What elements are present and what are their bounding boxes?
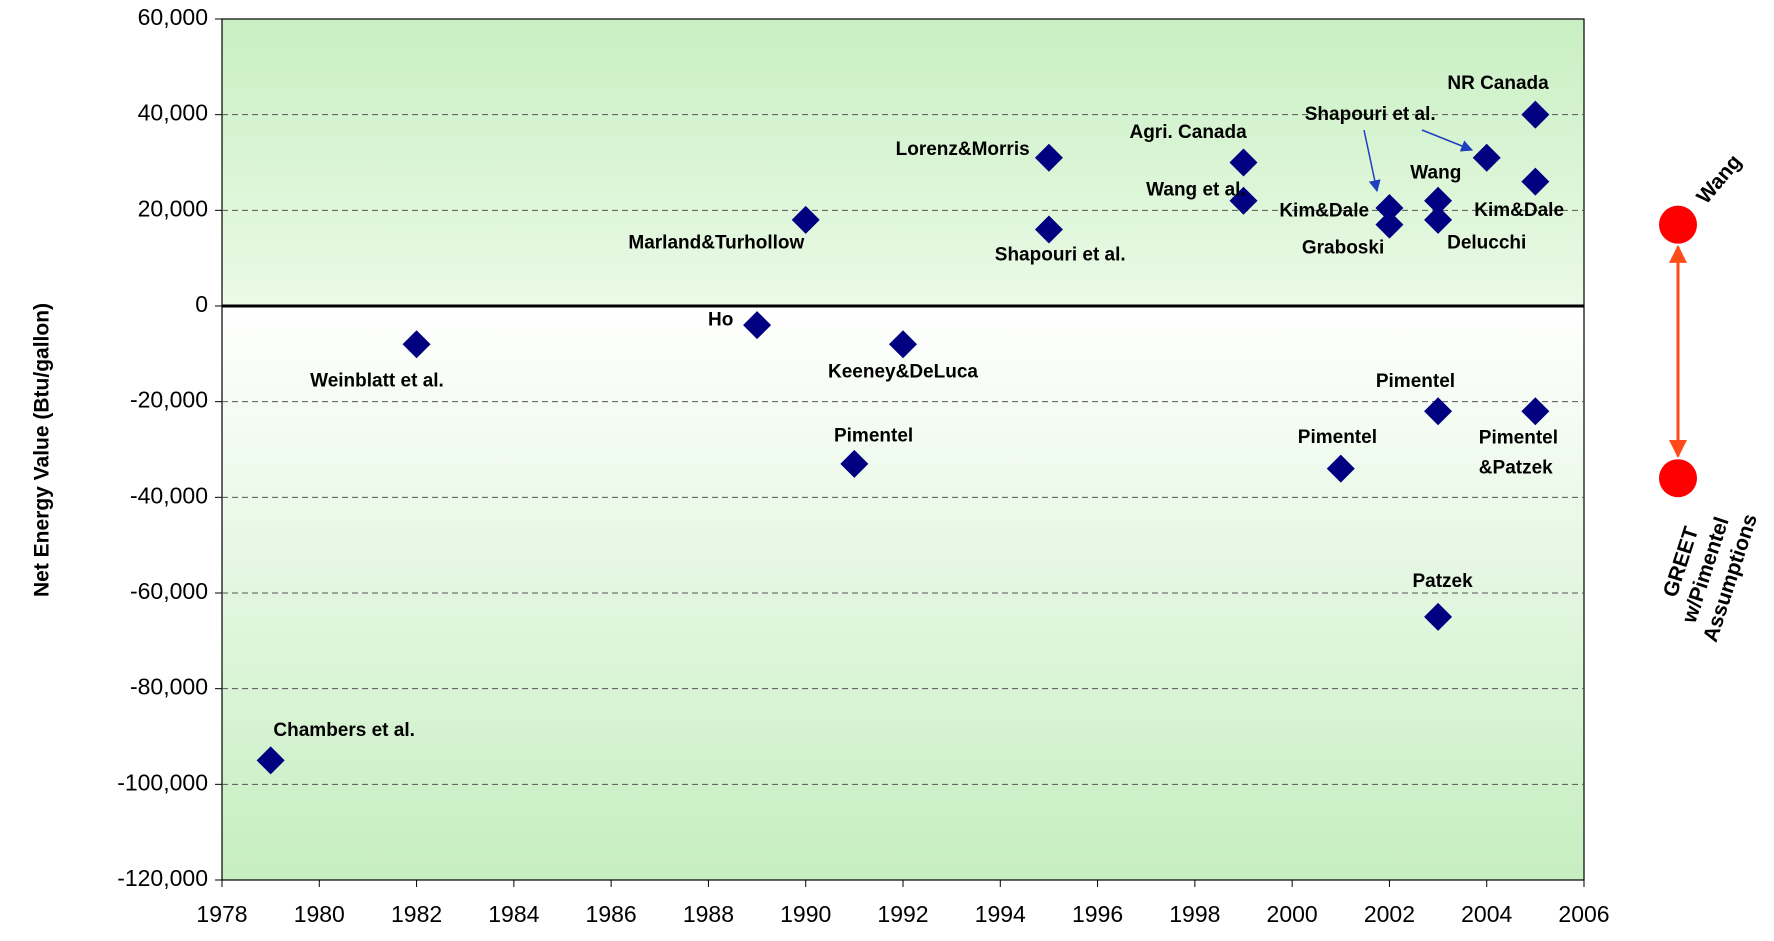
y-tick-label: -40,000 — [130, 482, 208, 508]
x-tick-label: 1986 — [586, 901, 637, 927]
point-label: Kim&Dale — [1474, 200, 1564, 221]
point — [889, 330, 917, 359]
x-tick-label: 2002 — [1364, 901, 1415, 927]
point — [1375, 210, 1404, 239]
point-label: Pimentel — [834, 426, 913, 447]
point — [1034, 215, 1063, 244]
plot-bg-top — [222, 19, 1584, 306]
point-label: Shapouri et al. — [995, 244, 1126, 265]
y-tick-label: 0 — [195, 291, 208, 317]
comparison-label: Wang — [1692, 150, 1746, 208]
point — [791, 205, 820, 234]
x-tick-label: 2006 — [1558, 901, 1609, 927]
point — [840, 449, 869, 478]
comparison-point — [1659, 459, 1697, 498]
y-tick-label: -120,000 — [117, 865, 208, 891]
point-label: Kim&Dale — [1279, 200, 1369, 221]
point — [1375, 193, 1404, 222]
point — [1521, 167, 1550, 196]
point — [256, 746, 285, 775]
point-label: Delucchi — [1447, 233, 1526, 254]
y-tick-label: 60,000 — [138, 4, 208, 30]
x-tick-label: 1984 — [488, 901, 539, 927]
point — [1034, 143, 1063, 172]
point-label: Pimentel — [1376, 371, 1455, 392]
point — [1229, 148, 1258, 177]
point-label: Patzek — [1412, 571, 1473, 592]
point-label: Ho — [708, 310, 733, 331]
x-tick-label: 2004 — [1461, 901, 1512, 927]
point — [1521, 100, 1550, 129]
x-tick-label: 2000 — [1267, 901, 1318, 927]
point — [743, 311, 772, 340]
point — [1521, 397, 1550, 426]
comparison-point — [1659, 205, 1697, 244]
y-tick-label: -20,000 — [130, 387, 208, 413]
comparison-label: GREETw/PimentelAssumptions — [1649, 495, 1761, 645]
point-label: Graboski — [1302, 237, 1384, 258]
x-tick-label: 1996 — [1072, 901, 1123, 927]
x-tick-label: 1998 — [1169, 901, 1220, 927]
point — [1424, 397, 1453, 426]
annotation-arrow — [1421, 129, 1474, 152]
x-tick-label: 1982 — [391, 901, 442, 927]
point — [1424, 602, 1453, 631]
point-label: Pimentel &Patzek — [1479, 427, 1558, 478]
x-tick-label: 1980 — [294, 901, 345, 927]
x-tick-label: 1994 — [975, 901, 1026, 927]
point-label: Pimentel — [1298, 427, 1377, 448]
point — [1472, 143, 1501, 172]
y-tick-label: 20,000 — [138, 195, 208, 221]
point-label: NR Canada — [1447, 73, 1549, 94]
x-tick-label: 1990 — [780, 901, 831, 927]
y-axis-title: Net Energy Value (Btu/gallon) — [31, 303, 54, 597]
annotation-arrow — [1363, 129, 1381, 193]
point — [1424, 205, 1453, 234]
point-label: Chambers et al. — [273, 720, 415, 741]
x-tick-label: 1988 — [683, 901, 734, 927]
point — [1229, 186, 1258, 215]
x-tick-label: 1992 — [877, 901, 928, 927]
x-tick-label: 1978 — [196, 901, 247, 927]
point — [1326, 454, 1355, 483]
point-label: Shapouri et al. — [1305, 104, 1436, 125]
y-tick-label: -60,000 — [130, 578, 208, 604]
point-label: Agri. Canada — [1129, 122, 1247, 143]
y-tick-label: -100,000 — [117, 769, 208, 795]
point-label: Lorenz&Morris — [896, 139, 1030, 160]
point — [1424, 186, 1453, 215]
y-tick-label: 40,000 — [138, 100, 208, 126]
point — [402, 330, 431, 359]
point-label: Wang — [1410, 163, 1461, 184]
point-label: Keeney&DeLuca — [828, 362, 978, 383]
y-tick-label: -80,000 — [130, 674, 208, 700]
point-label: Weinblatt et al. — [310, 371, 444, 392]
point-label: Wang et al. — [1146, 180, 1246, 201]
point-label: Marland&Turhollow — [628, 233, 804, 254]
comparison-label-group: GREETw/PimentelAssumptions — [1649, 495, 1762, 645]
